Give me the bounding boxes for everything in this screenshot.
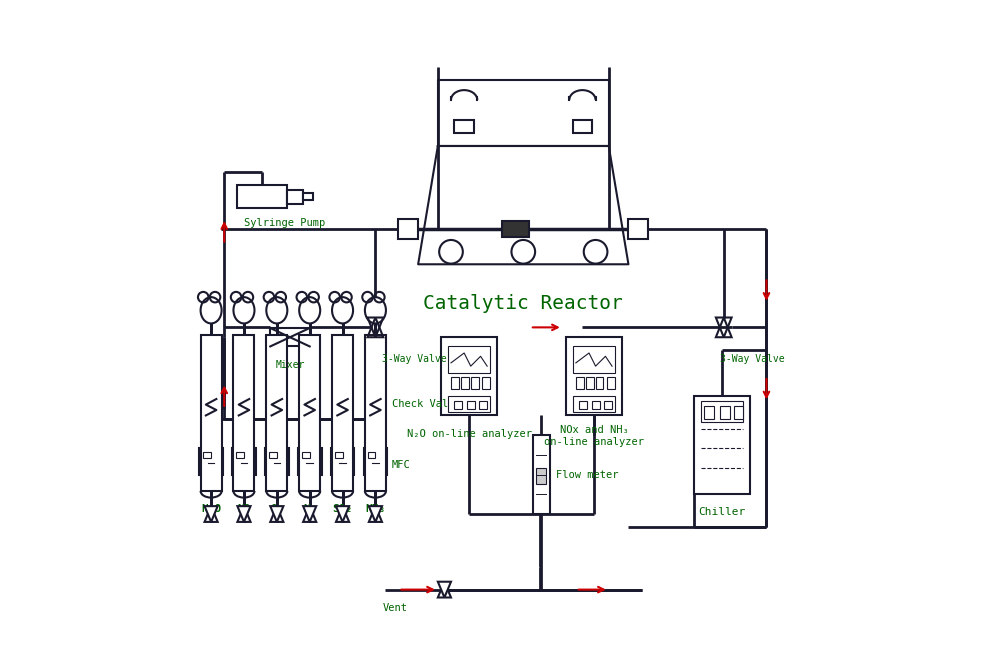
- Bar: [238, 185, 286, 209]
- Bar: [573, 119, 592, 133]
- Bar: [467, 401, 475, 409]
- Bar: [331, 448, 355, 475]
- Bar: [576, 378, 583, 389]
- Text: N₂: N₂: [303, 504, 316, 514]
- Bar: [573, 346, 615, 373]
- Bar: [234, 335, 254, 491]
- Bar: [471, 378, 478, 389]
- Bar: [606, 378, 614, 389]
- Bar: [482, 378, 490, 389]
- Bar: [266, 335, 287, 491]
- Ellipse shape: [299, 297, 320, 323]
- Bar: [573, 396, 615, 412]
- Text: Check Valve: Check Valve: [392, 399, 460, 409]
- Bar: [265, 448, 288, 475]
- Text: 3-Way Valve: 3-Way Valve: [382, 354, 446, 364]
- Bar: [201, 335, 222, 491]
- Text: MFC: MFC: [392, 460, 411, 470]
- Text: Catalytic Reactor: Catalytic Reactor: [423, 294, 623, 314]
- Bar: [335, 451, 343, 458]
- Text: NO: NO: [238, 504, 250, 514]
- Bar: [203, 451, 211, 458]
- Bar: [364, 448, 388, 475]
- Bar: [628, 219, 648, 239]
- Polygon shape: [336, 506, 349, 522]
- Ellipse shape: [332, 297, 353, 323]
- Bar: [454, 119, 474, 133]
- Bar: [533, 435, 550, 514]
- Text: NH₃: NH₃: [365, 504, 386, 514]
- Text: Mixer: Mixer: [275, 360, 305, 370]
- Polygon shape: [369, 506, 382, 522]
- Bar: [595, 378, 603, 389]
- Bar: [237, 451, 244, 458]
- Bar: [537, 468, 547, 484]
- Ellipse shape: [201, 297, 222, 323]
- Text: 3-Way Valve: 3-Way Valve: [721, 354, 785, 364]
- Bar: [734, 406, 744, 418]
- Bar: [451, 378, 459, 389]
- Polygon shape: [270, 506, 283, 522]
- Polygon shape: [437, 581, 451, 597]
- Bar: [592, 401, 600, 409]
- Bar: [502, 221, 529, 237]
- Polygon shape: [437, 81, 608, 146]
- Ellipse shape: [234, 297, 254, 323]
- Bar: [302, 451, 310, 458]
- Polygon shape: [418, 146, 628, 264]
- Bar: [580, 401, 587, 409]
- Text: N₂O on-line analyzer: N₂O on-line analyzer: [407, 428, 532, 439]
- Bar: [454, 401, 462, 409]
- Text: Chiller: Chiller: [699, 508, 746, 517]
- Ellipse shape: [266, 297, 287, 323]
- Bar: [721, 406, 731, 418]
- Bar: [270, 328, 310, 346]
- Bar: [694, 396, 750, 494]
- Polygon shape: [270, 506, 283, 522]
- Bar: [299, 335, 320, 491]
- Bar: [704, 406, 714, 418]
- Polygon shape: [437, 581, 451, 597]
- Bar: [286, 190, 303, 204]
- Bar: [199, 448, 223, 475]
- Polygon shape: [336, 506, 349, 522]
- Bar: [701, 401, 744, 422]
- Bar: [604, 401, 612, 409]
- Polygon shape: [205, 506, 218, 522]
- Polygon shape: [238, 506, 250, 522]
- Polygon shape: [303, 506, 316, 522]
- Polygon shape: [205, 506, 218, 522]
- Text: NOx and NH₃
on-line analyzer: NOx and NH₃ on-line analyzer: [544, 425, 644, 447]
- Bar: [269, 451, 277, 458]
- Bar: [298, 448, 321, 475]
- Bar: [399, 219, 418, 239]
- Ellipse shape: [365, 297, 386, 323]
- Bar: [566, 337, 622, 415]
- Text: SO₂: SO₂: [332, 504, 353, 514]
- Text: O₂: O₂: [270, 504, 283, 514]
- Bar: [332, 335, 353, 491]
- Bar: [461, 378, 469, 389]
- Bar: [303, 193, 313, 201]
- Text: Sylringe Pump: Sylringe Pump: [244, 218, 325, 228]
- Text: Vent: Vent: [383, 603, 408, 612]
- Bar: [441, 337, 497, 415]
- Bar: [365, 335, 386, 491]
- Bar: [585, 378, 593, 389]
- Bar: [368, 451, 376, 458]
- Polygon shape: [238, 506, 250, 522]
- Bar: [447, 396, 490, 412]
- Polygon shape: [303, 506, 316, 522]
- Bar: [479, 401, 487, 409]
- Polygon shape: [369, 506, 382, 522]
- Text: N₂O: N₂O: [201, 504, 222, 514]
- Bar: [447, 346, 490, 373]
- Text: Flow meter: Flow meter: [557, 469, 618, 480]
- Bar: [233, 448, 255, 475]
